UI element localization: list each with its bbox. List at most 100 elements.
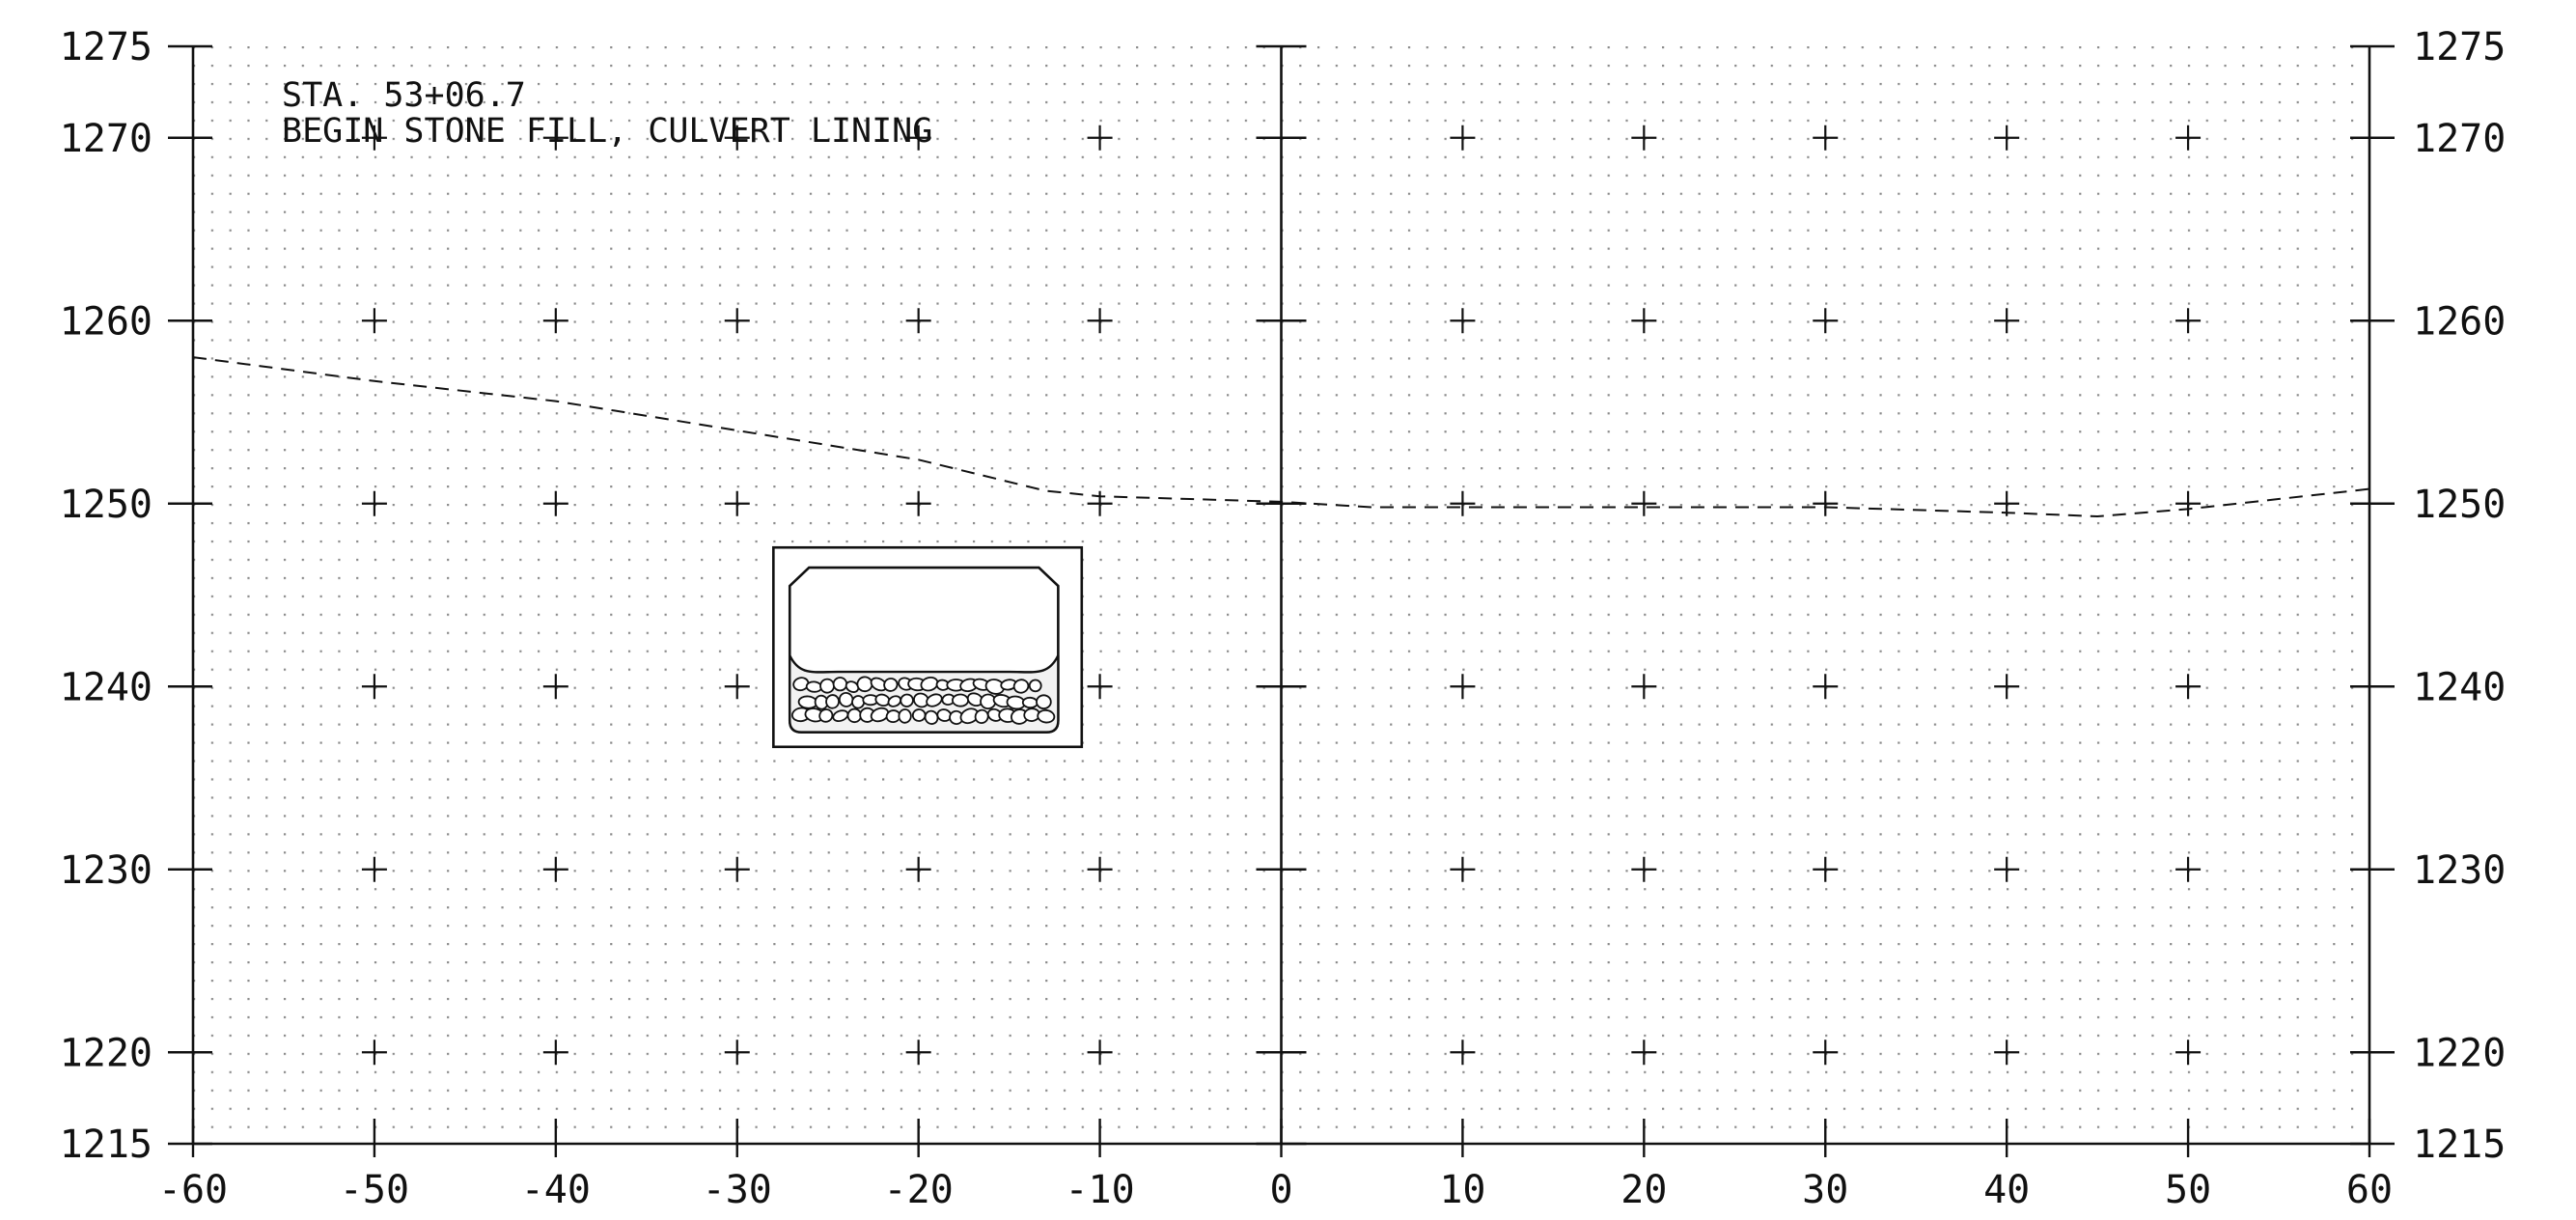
grid-plus-marker [1631,674,1657,700]
grid-plus-marker [361,490,387,516]
elevation-label-right: 1275 [2413,25,2506,69]
elevation-label-left: 1230 [60,848,152,893]
elevation-label-right: 1250 [2413,483,2506,527]
grid-plus-marker [724,856,750,882]
grid-plus-marker [1631,125,1657,151]
elevation-label-left: 1240 [60,665,152,709]
stone [1037,708,1056,724]
grid-plus-marker [1813,125,1839,151]
grid-plus-marker [1631,490,1657,516]
grid-plus-marker [1813,308,1839,334]
grid-plus-marker [2175,125,2202,151]
elevation-label-left: 1260 [60,299,152,344]
offset-tick-label: 40 [1983,1168,2030,1212]
grid-plus-marker [1087,308,1113,334]
grid-plus-marker [905,1040,931,1066]
grid-plus-marker [905,490,931,516]
elevation-label-left: 1215 [60,1123,152,1167]
elevation-label-left: 1220 [60,1031,152,1075]
grid-plus-marker [361,1040,387,1066]
offset-tick-label: 20 [1620,1168,1667,1212]
description-note: BEGIN STONE FILL, CULVERT LINING [282,112,932,151]
grid-plus-marker [1631,1040,1657,1066]
offset-tick-label: 30 [1802,1168,1848,1212]
grid-plus-marker [2175,1040,2202,1066]
elevation-axis-labels-right: 1275 1270 1260 1250 1240 1230 1220 1215 [2413,25,2506,1167]
elevation-label-right: 1240 [2413,665,2506,709]
grid-plus-marker [1813,856,1839,882]
grid-plus-marker [1450,308,1476,334]
elevation-label-right: 1270 [2413,117,2506,161]
grid-plus-marker [542,490,568,516]
stone [856,676,873,693]
axis-ticks [168,44,2395,1157]
stone [818,708,834,723]
grid-plus-marker [2175,490,2202,516]
grid-plus-marker [361,856,387,882]
stone [1012,679,1030,694]
offset-tick-label: -20 [884,1168,954,1212]
offset-axis-labels: -60 -50 -40 -30 -20 -10 0 10 20 30 40 50 60 [158,1168,2393,1212]
stone [952,693,970,707]
elevation-label-left: 1275 [60,25,152,69]
grid-plus-marker [1813,490,1839,516]
stone [974,708,989,724]
grid-plus-marker [905,856,931,882]
offset-tick-label: 50 [2165,1168,2211,1212]
elevation-axis-labels-left: 1275 1270 1260 1250 1240 1230 1220 1215 [60,25,152,1167]
grid-plus-marker [1994,674,2020,700]
offset-tick-label: -50 [340,1168,409,1212]
grid-plus-marker [542,1040,568,1066]
stone [851,695,866,709]
grid-plus-marker [724,674,750,700]
grid-plus-marker [2175,856,2202,882]
stone [792,677,810,692]
grid-plus-marker [1450,125,1476,151]
stone [825,694,840,709]
stone [926,693,943,707]
stone [838,692,854,707]
offset-tick-label: -60 [158,1168,228,1212]
grid-plus-marker [724,490,750,516]
grid-plus-marker [1631,308,1657,334]
stone [900,693,914,707]
stone [832,677,848,692]
offset-tick-label: 60 [2346,1168,2393,1212]
grid-plus-marker [1450,674,1476,700]
grid-plus-marker [542,308,568,334]
elevation-label-right: 1220 [2413,1031,2506,1075]
grid-plus-markers [361,125,2202,1066]
elevation-label-right: 1260 [2413,299,2506,344]
grid-plus-marker [1631,856,1657,882]
grid-plus-marker [1087,490,1113,516]
elevation-label-left: 1270 [60,117,152,161]
grid-plus-marker [1087,856,1113,882]
grid-plus-marker [1450,490,1476,516]
offset-tick-label: -10 [1065,1168,1134,1212]
grid-plus-marker [2175,308,2202,334]
grid-plus-marker [724,308,750,334]
box-culvert [772,545,1084,749]
grid-plus-marker [1994,1040,2020,1066]
stone [898,708,912,724]
grid-plus-marker [542,856,568,882]
stone [1028,679,1042,693]
grid-plus-marker [724,1040,750,1066]
grid-plus-marker [361,308,387,334]
grid-plus-marker [1087,674,1113,700]
offset-tick-label: 10 [1439,1168,1485,1212]
stone [845,680,860,693]
grid-plus-marker [1994,856,2020,882]
grid-plus-marker [1813,674,1839,700]
grid-plus-marker [1087,125,1113,151]
offset-tick-label: -30 [703,1168,772,1212]
grid-plus-marker [1450,1040,1476,1066]
grid-plus-marker [542,125,568,151]
grid-plus-marker [1994,308,2020,334]
ground-profile-line [192,356,2370,518]
grid-plus-marker [542,674,568,700]
grid-plus-marker [1813,1040,1839,1066]
grid-plus-marker [1994,125,2020,151]
grid-plus-marker [2175,674,2202,700]
